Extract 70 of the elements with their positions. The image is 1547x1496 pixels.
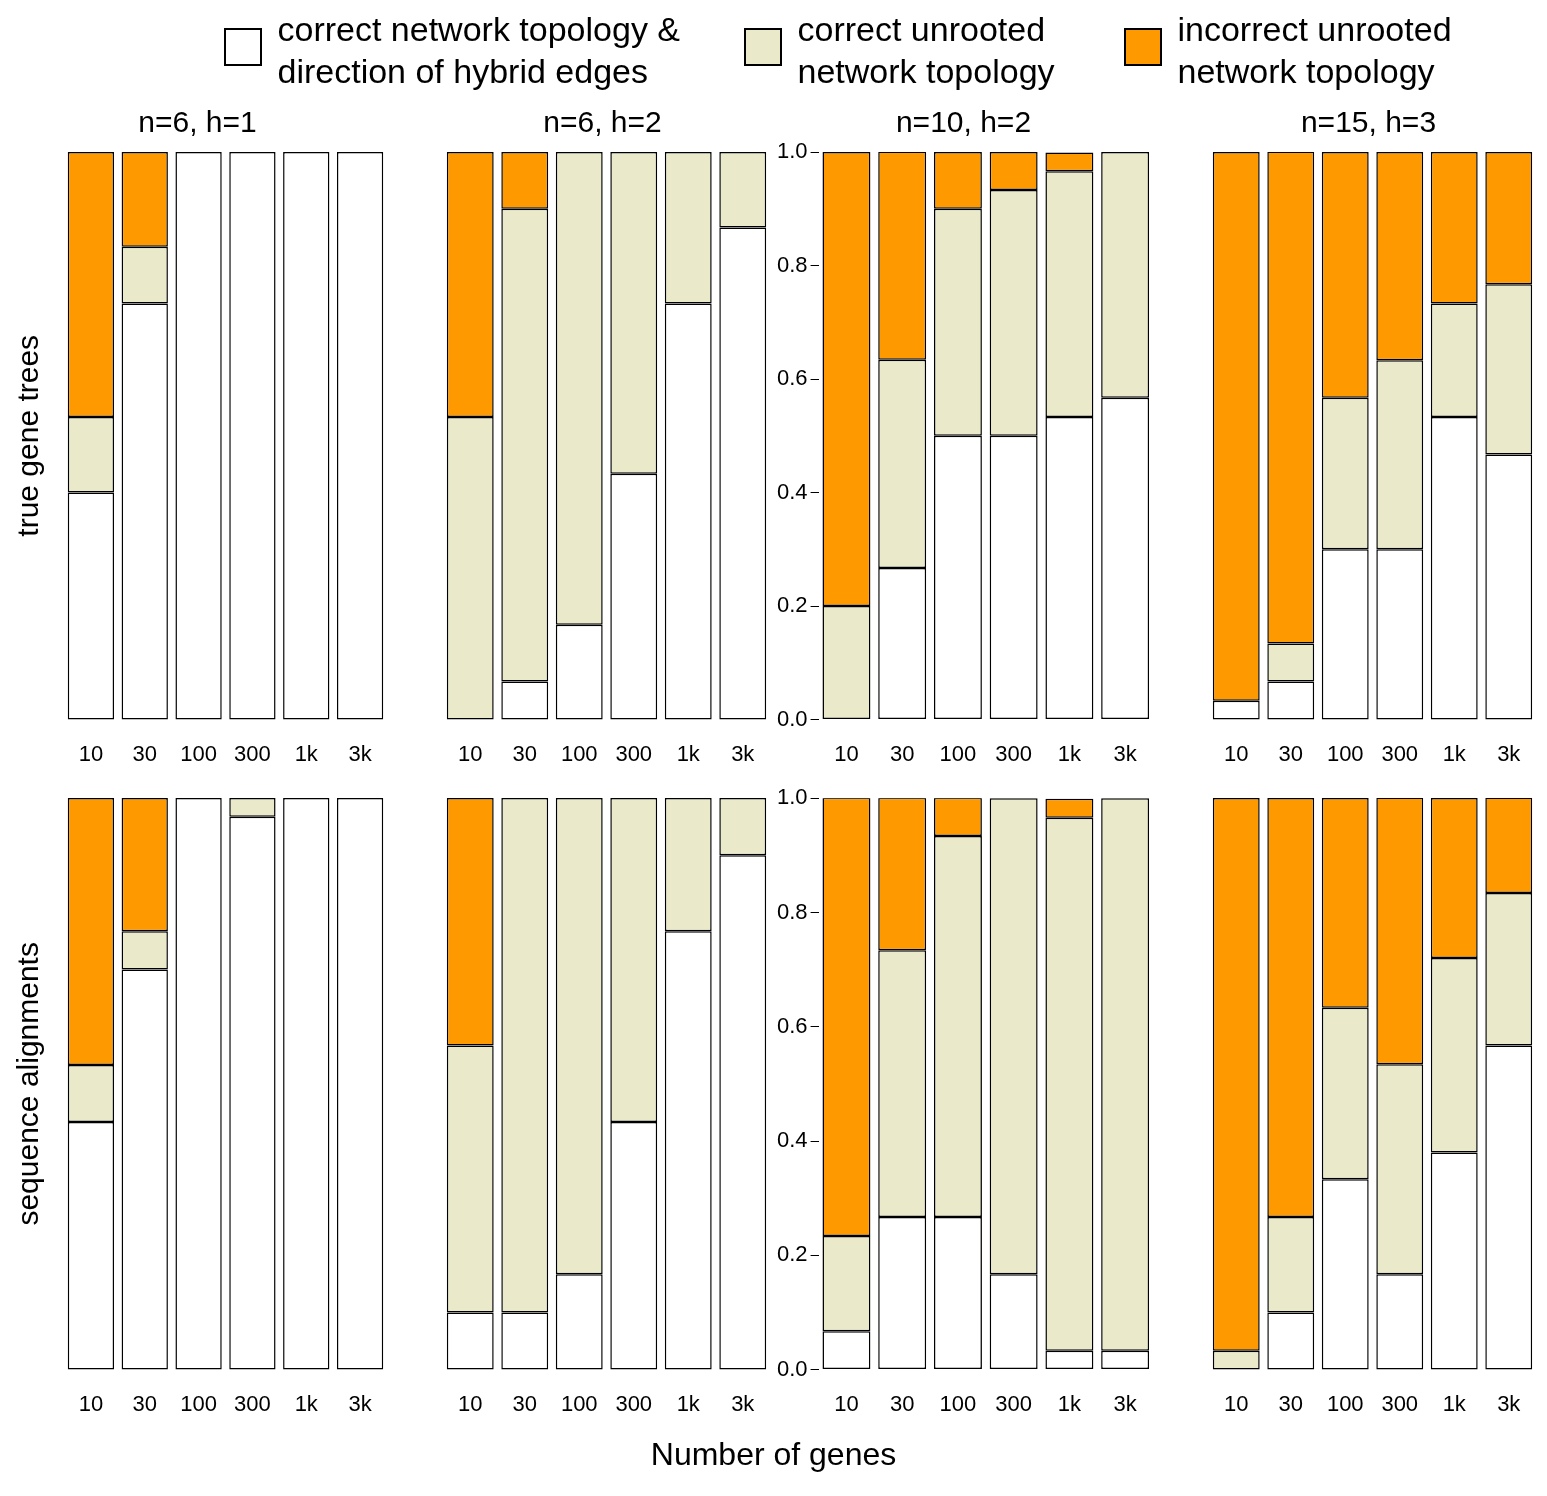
x-tick-label: 100	[939, 740, 977, 766]
x-tick-label: 10	[834, 740, 859, 766]
x-tick-label: 100	[939, 1390, 977, 1416]
x-tick-label: 30	[889, 1390, 915, 1416]
y-tick-label: 0.6	[776, 365, 808, 391]
x-tick-label: 100	[560, 1390, 598, 1416]
legend-label: incorrect unrooted network topology	[1177, 9, 1453, 92]
x-tick-label: 3k	[1497, 1390, 1522, 1416]
x-tick-label: 30	[132, 1390, 157, 1416]
x-tick-label: 1k	[1057, 1390, 1083, 1416]
x-tick-label: 10	[1224, 740, 1249, 766]
x-tick-label: 30	[889, 740, 915, 766]
y-tick-label: 0.4	[776, 478, 808, 504]
x-tick-label: 10	[78, 740, 104, 766]
x-tick-label: 1k	[294, 1390, 319, 1416]
x-tick-label: 30	[512, 740, 537, 766]
x-tick-label: 100	[180, 740, 217, 766]
x-tick-label: 300	[995, 740, 1033, 766]
y-axis-title: true gene trees	[11, 334, 45, 537]
x-tick-label: 300	[1381, 1390, 1419, 1416]
x-tick-label: 1k	[1442, 1390, 1467, 1416]
y-tick-label: 1.0	[776, 138, 808, 164]
x-axis-title: Number of genes	[649, 1436, 898, 1473]
y-tick-label: 0.4	[776, 1127, 808, 1153]
legend-label: correct unrooted network topology	[797, 9, 1056, 92]
x-tick-label: 10	[834, 1390, 859, 1416]
x-tick-label: 30	[1278, 740, 1303, 766]
x-tick-label: 1k	[294, 740, 319, 766]
y-tick-label: 0.8	[776, 251, 808, 277]
x-tick-label: 1k	[676, 1390, 701, 1416]
x-tick-label: 3k	[1113, 740, 1138, 766]
x-tick-label: 3k	[731, 1390, 756, 1416]
x-tick-label: 10	[1224, 1390, 1249, 1416]
y-tick-label: 0.6	[776, 1012, 808, 1038]
x-tick-label: 10	[458, 740, 483, 766]
x-tick-label: 30	[1278, 1390, 1303, 1416]
x-tick-label: 100	[1326, 740, 1364, 766]
x-tick-label: 3k	[348, 740, 373, 766]
y-tick-label: 0.2	[776, 1241, 808, 1267]
chart-title: n=6, h=1	[138, 105, 257, 139]
y-tick-label: 0.8	[776, 898, 808, 924]
x-tick-label: 100	[180, 1390, 217, 1416]
x-tick-label: 1k	[676, 740, 701, 766]
chart-title: n=10, h=2	[895, 105, 1032, 139]
x-tick-label: 300	[1381, 740, 1419, 766]
x-tick-label: 3k	[1497, 740, 1522, 766]
y-tick-label: 1.0	[776, 784, 808, 810]
x-tick-label: 300	[995, 1390, 1033, 1416]
x-tick-label: 3k	[348, 1390, 373, 1416]
y-tick-label: 0.0	[776, 1355, 808, 1381]
x-tick-label: 30	[132, 740, 157, 766]
x-tick-label: 1k	[1057, 740, 1083, 766]
y-tick-label: 0.0	[776, 705, 808, 731]
series-label: correct network topology & direction of hybrid edges	[277, 9, 682, 92]
chart-title: n=15, h=3	[1300, 105, 1437, 139]
x-tick-label: 3k	[1113, 1390, 1138, 1416]
x-tick-label: 300	[615, 1390, 653, 1416]
x-tick-label: 1k	[1442, 740, 1467, 766]
x-tick-label: 300	[234, 1390, 271, 1416]
x-tick-label: 300	[234, 740, 271, 766]
chart-title: n=6, h=2	[543, 105, 662, 139]
x-tick-label: 10	[78, 1390, 104, 1416]
x-tick-label: 3k	[731, 740, 756, 766]
x-tick-label: 300	[615, 740, 653, 766]
x-tick-label: 30	[512, 1390, 537, 1416]
y-axis-title: sequence alignments	[11, 942, 45, 1226]
x-tick-label: 100	[560, 740, 598, 766]
x-tick-label: 100	[1326, 1390, 1364, 1416]
x-tick-label: 10	[458, 1390, 483, 1416]
y-tick-label: 0.2	[776, 592, 808, 618]
